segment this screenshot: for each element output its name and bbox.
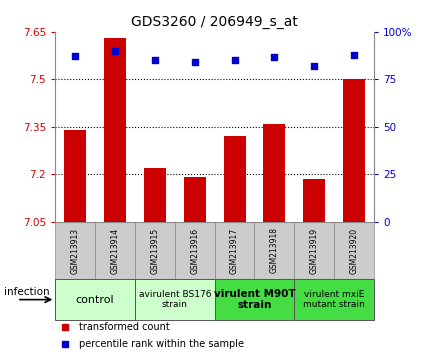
Bar bbox=[334, 222, 374, 279]
Text: percentile rank within the sample: percentile rank within the sample bbox=[79, 339, 244, 349]
Bar bbox=[255, 222, 294, 279]
Bar bbox=[64, 130, 86, 222]
Text: avirulent BS176
strain: avirulent BS176 strain bbox=[139, 290, 211, 309]
Title: GDS3260 / 206949_s_at: GDS3260 / 206949_s_at bbox=[131, 16, 298, 29]
Point bbox=[191, 59, 198, 65]
Text: control: control bbox=[76, 295, 114, 305]
Text: GSM213918: GSM213918 bbox=[270, 228, 279, 274]
Bar bbox=[55, 279, 135, 320]
Bar bbox=[224, 136, 246, 222]
Text: GSM213916: GSM213916 bbox=[190, 227, 199, 274]
Text: transformed count: transformed count bbox=[79, 322, 170, 332]
Text: infection: infection bbox=[4, 287, 50, 297]
Bar bbox=[343, 79, 365, 222]
Bar bbox=[95, 222, 135, 279]
Point bbox=[271, 54, 278, 59]
Text: virulent mxiE
mutant strain: virulent mxiE mutant strain bbox=[303, 290, 365, 309]
Bar bbox=[294, 279, 374, 320]
Text: GSM213920: GSM213920 bbox=[350, 227, 359, 274]
Bar bbox=[264, 124, 285, 222]
Bar bbox=[215, 222, 255, 279]
Text: GSM213914: GSM213914 bbox=[110, 227, 119, 274]
Bar bbox=[104, 38, 126, 222]
Point bbox=[112, 48, 119, 54]
Text: GSM213913: GSM213913 bbox=[71, 227, 79, 274]
Text: virulent M90T
strain: virulent M90T strain bbox=[214, 289, 295, 310]
Point bbox=[311, 63, 317, 69]
Text: GSM213917: GSM213917 bbox=[230, 227, 239, 274]
Bar bbox=[184, 177, 206, 222]
Bar bbox=[55, 222, 95, 279]
Text: GSM213919: GSM213919 bbox=[310, 227, 319, 274]
Point bbox=[351, 52, 357, 57]
Bar bbox=[135, 222, 175, 279]
Bar bbox=[215, 279, 294, 320]
Text: GSM213915: GSM213915 bbox=[150, 227, 159, 274]
Bar bbox=[294, 222, 334, 279]
Bar bbox=[175, 222, 215, 279]
Bar bbox=[144, 168, 166, 222]
Bar bbox=[303, 179, 325, 222]
Point bbox=[151, 57, 158, 63]
Bar bbox=[135, 279, 215, 320]
Point bbox=[72, 53, 79, 58]
Point bbox=[231, 57, 238, 63]
